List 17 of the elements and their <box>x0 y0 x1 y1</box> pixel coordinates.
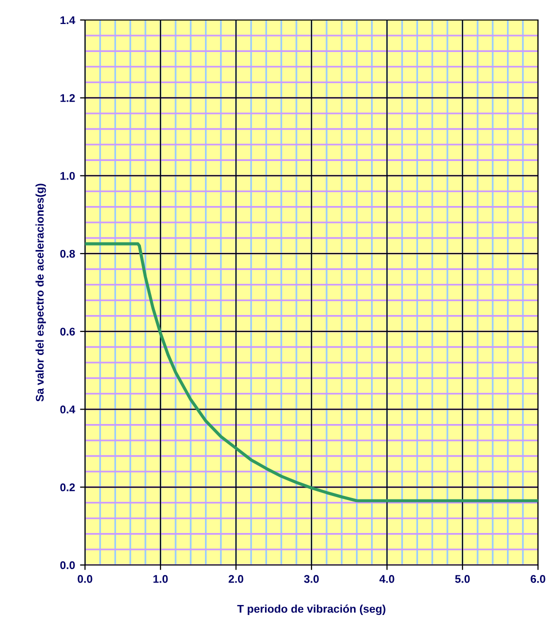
x-tick-label: 3.0 <box>304 575 319 583</box>
y-tick-label: 1.4 <box>60 16 76 24</box>
y-tick-label: 0.0 <box>60 561 75 570</box>
x-tick-label: 5.0 <box>455 575 470 583</box>
x-axis-title: T periodo de vibración (seg) <box>237 604 386 616</box>
y-axis-title: Sa valor del espectro de aceleraciones(g) <box>36 184 46 402</box>
x-tick-label: 0.0 <box>78 575 92 583</box>
y-tick-label: 0.8 <box>60 250 75 258</box>
x-tick-label: 1.0 <box>153 575 168 583</box>
y-tick-label: 0.2 <box>60 483 75 492</box>
y-tick-label: 0.4 <box>60 406 76 414</box>
x-tick-label: 2.0 <box>228 575 244 583</box>
y-tick-label: 0.6 <box>60 328 75 336</box>
y-tick-label: 1.0 <box>60 172 75 180</box>
x-tick-label: 4.0 <box>379 575 394 583</box>
x-tick-label: 6.0 <box>530 575 546 583</box>
y-tick-label: 1.2 <box>60 94 75 102</box>
